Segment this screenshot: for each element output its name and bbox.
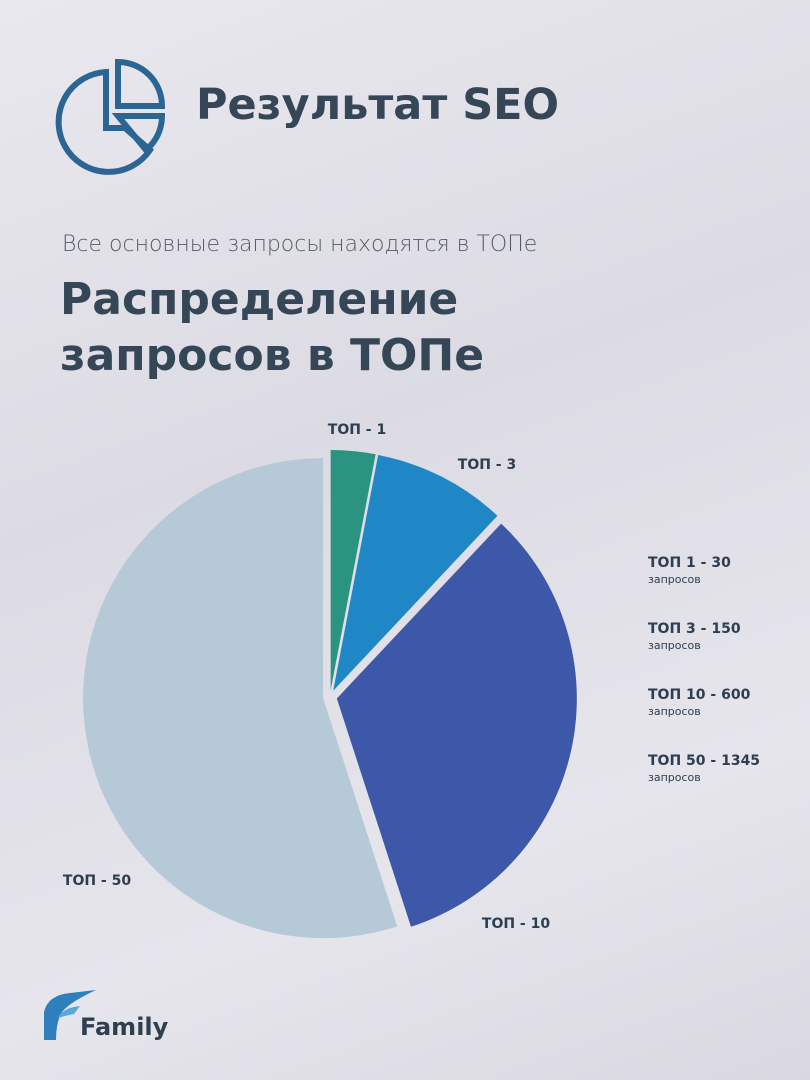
note: ТОП 1 - 30 запросов xyxy=(648,555,731,586)
slice-label: ТОП - 3 xyxy=(458,457,516,473)
pie-slice xyxy=(330,450,376,691)
note: ТОП 3 - 150 запросов xyxy=(648,621,741,652)
header-title: Результат SEO xyxy=(196,80,560,130)
note-title: ТОП 3 - 150 xyxy=(648,621,741,637)
note: ТОП 50 - 1345 запросов xyxy=(648,753,760,784)
note-sub: запросов xyxy=(648,573,701,586)
note-title: ТОП 10 - 600 xyxy=(648,687,751,703)
pie-slice xyxy=(336,523,577,927)
chart-title: Распределение запросов в ТОПе xyxy=(60,274,485,381)
logo-text: Family xyxy=(80,1013,169,1041)
note-sub: запросов xyxy=(648,771,701,784)
header-icon xyxy=(55,58,166,175)
chart-subtitle: Все основные запросы находятся в ТОПе xyxy=(62,232,538,257)
slice-label: ТОП - 10 xyxy=(482,916,550,932)
note-sub: запросов xyxy=(648,705,701,718)
note-sub: запросов xyxy=(648,639,701,652)
note-title: ТОП 50 - 1345 xyxy=(648,753,761,769)
pie-slice xyxy=(333,455,498,691)
logo-icon xyxy=(44,990,96,1040)
note-title: ТОП 1 - 30 xyxy=(648,555,731,571)
note: ТОП 10 - 600 запросов xyxy=(648,687,750,718)
pie-slice xyxy=(83,458,398,939)
slice-label: ТОП - 1 xyxy=(328,422,386,438)
slice-label: ТОП - 50 xyxy=(63,873,131,889)
pie: ТОП - 1 ТОП - 3 ТОП - 10 ТОП - 50 xyxy=(63,422,577,939)
